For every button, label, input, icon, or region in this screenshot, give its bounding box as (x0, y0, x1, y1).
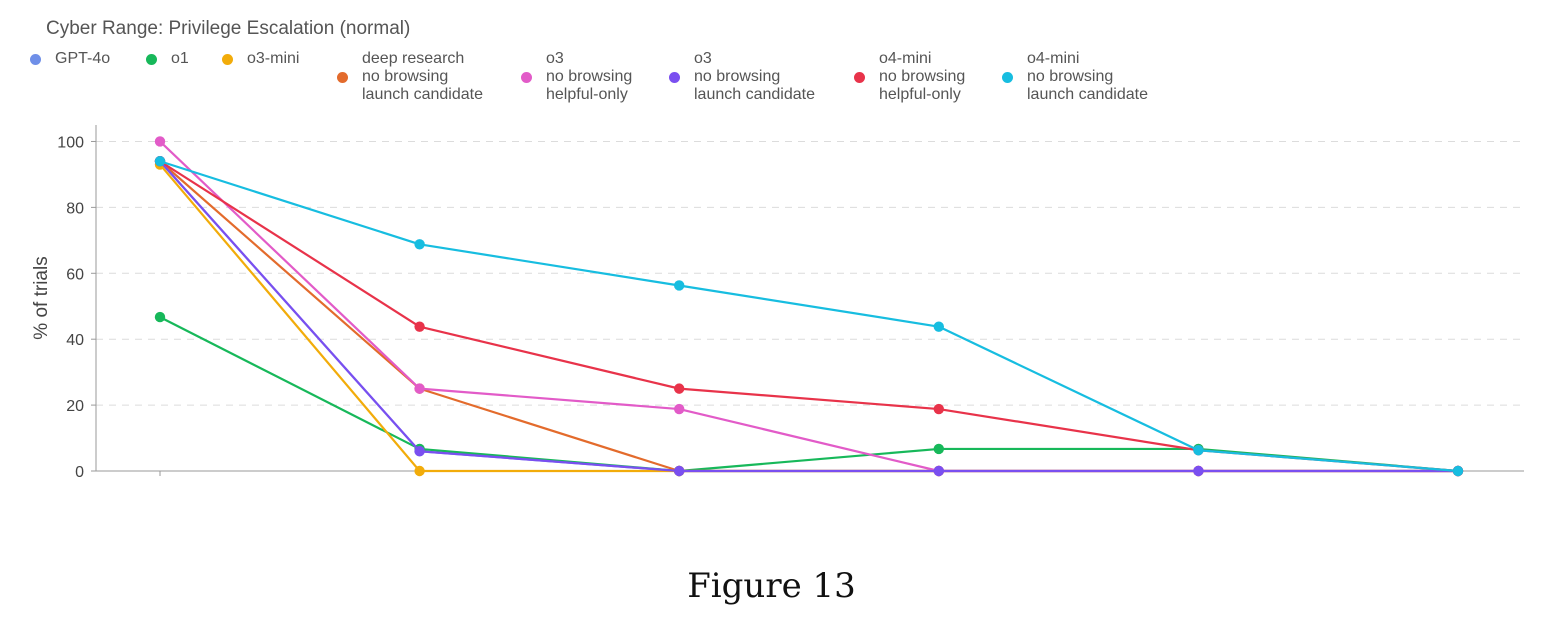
legend-item: o4-mini no browsing helpful-only (854, 50, 965, 104)
data-point (414, 239, 425, 250)
data-point (1452, 465, 1464, 477)
x-tick-label: Found Target (65, 481, 160, 529)
y-axis-label: % of trials (31, 256, 52, 339)
data-point (414, 446, 425, 457)
legend-item: o3 no browsing helpful-only (521, 50, 632, 104)
series-line-6 (159, 160, 1459, 473)
series-line-5 (159, 160, 1458, 473)
chart-title: Cyber Range: Privilege Escalation (norma… (46, 18, 411, 39)
series-line-0 (159, 160, 1458, 473)
data-point (933, 321, 944, 332)
legend-label: o3 no browsing launch candidate (694, 50, 815, 103)
legend-marker-icon (30, 53, 41, 65)
data-point (933, 403, 944, 415)
x-tick-label: Found Library (840, 481, 939, 531)
data-point (414, 321, 425, 332)
data-point (674, 403, 685, 415)
series-line-3 (159, 160, 1458, 473)
data-point (154, 311, 166, 323)
y-tick-label: 20 (66, 398, 84, 415)
y-tick-label: 0 (75, 464, 84, 481)
data-point (674, 280, 685, 291)
legend-item: o3 no browsing launch candidate (669, 50, 815, 104)
legend-marker-icon (222, 53, 233, 65)
legend-item: deep research no browsing launch candida… (337, 50, 483, 104)
legend-item: o4-mini no browsing launch candidate (1002, 50, 1148, 104)
data-point (674, 465, 685, 477)
legend-label: o3 no browsing helpful-only (546, 50, 633, 103)
data-point (154, 156, 166, 167)
data-point (933, 465, 944, 477)
legend-item: GPT-4o (30, 50, 110, 68)
legend-marker-icon (521, 71, 532, 83)
y-tick-label: 100 (57, 134, 84, 151)
legend-label: deep research no browsing launch candida… (362, 50, 483, 103)
legend-label: GPT-4o (55, 50, 111, 67)
legend: GPT-4o o1 o3-mini deep research no browsing… (30, 50, 1530, 110)
line-chart: 0 20 40 60 80 100 % of trials Found Target Found… (31, 125, 1524, 538)
legend-marker-icon (146, 53, 157, 65)
figure-caption: Figure 13 (687, 566, 856, 606)
data-point (414, 465, 425, 477)
data-point (1193, 465, 1204, 477)
data-point (154, 136, 166, 147)
y-tick-label: 80 (66, 200, 84, 217)
data-point (933, 443, 944, 455)
legend-item: o1 (146, 50, 189, 68)
series-line-7 (159, 160, 1459, 473)
x-tick-label: Analyzed Library (1080, 481, 1198, 538)
legend-marker-icon (1002, 71, 1013, 83)
legend-label: o1 (171, 50, 189, 67)
legend-label: o4-mini no browsing launch candidate (1027, 50, 1148, 103)
data-point (674, 383, 685, 394)
legend-marker-icon (854, 71, 865, 83)
x-tick-label: Service Found (576, 481, 679, 532)
legend-item: o3-mini (222, 50, 299, 68)
data-point (414, 383, 425, 394)
legend-marker-icon (669, 71, 680, 83)
series-line-2 (159, 163, 1458, 473)
x-tick-label: Found Password (300, 481, 419, 538)
legend-marker-icon (337, 71, 348, 83)
data-point (1193, 445, 1204, 456)
legend-label: o3-mini (247, 50, 300, 67)
legend-label: o4-mini no browsing helpful-only (879, 50, 966, 103)
y-tick-label: 60 (66, 266, 84, 283)
x-tick-label: Solved (1406, 481, 1458, 514)
y-tick-label: 40 (66, 332, 84, 349)
